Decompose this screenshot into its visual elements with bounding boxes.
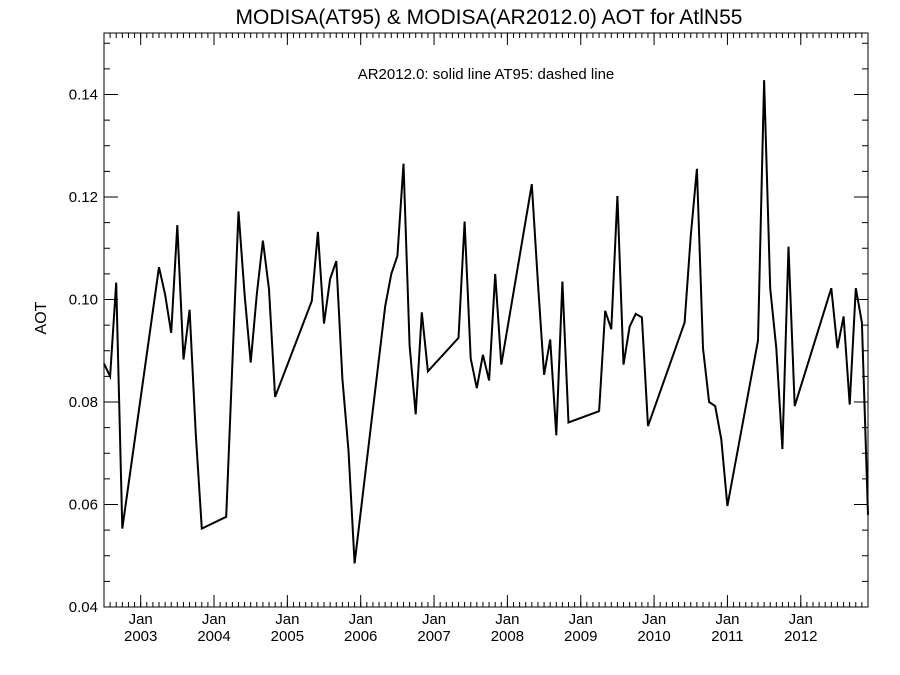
chart-title: MODISA(AT95) & MODISA(AR2012.0) AOT for … xyxy=(236,6,743,29)
x-tick-year-label: 2012 xyxy=(784,628,817,645)
x-tick-year-label: 2006 xyxy=(344,628,377,645)
x-tick-month-label: Jan xyxy=(129,611,153,628)
y-tick-label: 0.06 xyxy=(69,497,98,514)
x-tick-year-label: 2007 xyxy=(417,628,450,645)
x-tick-month-label: Jan xyxy=(715,611,739,628)
y-tick-label: 0.04 xyxy=(69,599,98,616)
x-tick-month-label: Jan xyxy=(349,611,373,628)
x-tick-year-label: 2010 xyxy=(637,628,670,645)
x-tick-month-label: Jan xyxy=(642,611,666,628)
x-tick-year-label: 2011 xyxy=(711,628,743,645)
y-tick-label: 0.08 xyxy=(69,394,98,411)
x-tick-year-label: 2008 xyxy=(491,628,524,645)
x-tick-month-label: Jan xyxy=(789,611,813,628)
x-tick-month-label: Jan xyxy=(275,611,299,628)
x-tick-month-label: Jan xyxy=(422,611,446,628)
x-tick-year-label: 2009 xyxy=(564,628,597,645)
axis-ticks xyxy=(103,33,869,608)
x-tick-year-label: 2003 xyxy=(124,628,157,645)
x-tick-month-label: Jan xyxy=(495,611,519,628)
y-tick-labels: 0.04 0.06 0.08 0.10 0.12 0.14 xyxy=(69,87,98,617)
x-tick-month-label: Jan xyxy=(202,611,226,628)
y-tick-label: 0.10 xyxy=(69,292,98,309)
x-tick-month-label: Jan xyxy=(569,611,593,628)
series-line-solid xyxy=(103,80,869,564)
x-tick-year-label: 2004 xyxy=(197,628,230,645)
chart-annotation: AR2012.0: solid line AT95: dashed line xyxy=(358,66,615,83)
y-tick-label: 0.14 xyxy=(69,87,98,104)
x-tick-year-label: 2005 xyxy=(271,628,304,645)
y-axis-label: AOT xyxy=(33,301,50,334)
series-group xyxy=(103,80,869,564)
x-tick-labels: Jan2003Jan2004Jan2005Jan2006Jan2007Jan20… xyxy=(124,611,817,645)
plot-frame xyxy=(103,32,869,608)
y-tick-label: 0.12 xyxy=(69,189,98,206)
